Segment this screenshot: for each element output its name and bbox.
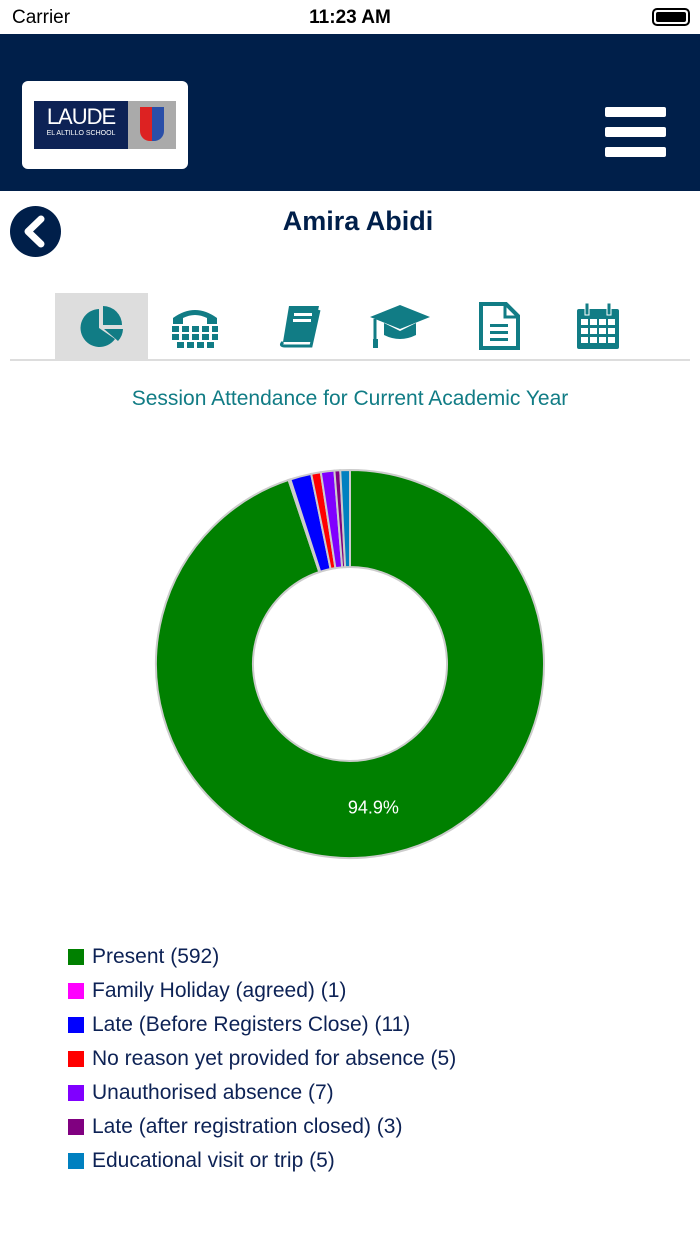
legend-item: Family Holiday (agreed) (1) <box>68 974 456 1008</box>
tab-attendance[interactable] <box>55 293 148 359</box>
donut-slice[interactable] <box>339 468 351 569</box>
legend-label: Educational visit or trip (5) <box>92 1149 335 1172</box>
tab-reports[interactable] <box>452 293 545 359</box>
donut-slice[interactable] <box>155 468 545 859</box>
crest-icon <box>140 107 164 141</box>
school-logo[interactable]: LAUDE EL ALTILLO SCHOOL <box>22 81 188 169</box>
hamburger-menu-button[interactable] <box>605 107 666 167</box>
legend-swatch <box>68 1153 84 1169</box>
legend-swatch <box>68 983 84 999</box>
chart-legend: Present (592) Family Holiday (agreed) (1)… <box>68 940 456 1178</box>
legend-item: Late (after registration closed) (3) <box>68 1110 456 1144</box>
phone-icon <box>171 310 218 348</box>
legend-swatch <box>68 949 84 965</box>
legend-label: No reason yet provided for absence (5) <box>92 1047 457 1070</box>
tab-contacts[interactable] <box>148 293 241 359</box>
legend-swatch <box>68 1017 84 1033</box>
logo-text: LAUDE <box>46 104 116 129</box>
legend-label: Present (592) <box>92 945 220 968</box>
chevron-left-icon <box>24 215 45 248</box>
clock: 11:23 AM <box>309 7 391 28</box>
legend-swatch <box>68 1051 84 1067</box>
tab-calendar[interactable] <box>551 293 644 359</box>
carrier-label: Carrier <box>12 7 71 28</box>
graduation-cap-icon <box>369 305 430 348</box>
status-bar: Carrier 11:23 AM <box>0 0 700 34</box>
legend-label: Unauthorised absence (7) <box>92 1081 334 1104</box>
student-name: Amira Abidi <box>282 206 434 236</box>
attendance-donut-chart: 94.9% <box>155 468 545 859</box>
book-icon <box>279 306 320 348</box>
calendar-icon <box>576 302 619 349</box>
legend-item: Educational visit or trip (5) <box>68 1144 456 1178</box>
app-header: LAUDE EL ALTILLO SCHOOL <box>0 34 700 191</box>
tab-bar <box>10 293 690 361</box>
slice-label: 94.9% <box>348 798 399 818</box>
legend-item: No reason yet provided for absence (5) <box>68 1042 456 1076</box>
legend-label: Late (Before Registers Close) (11) <box>92 1013 411 1036</box>
document-icon <box>478 302 520 350</box>
legend-item: Unauthorised absence (7) <box>68 1076 456 1110</box>
tab-homework[interactable] <box>253 293 346 359</box>
legend-item: Late (Before Registers Close) (11) <box>68 1008 456 1042</box>
pie-chart-icon <box>80 306 123 347</box>
legend-swatch <box>68 1085 84 1101</box>
legend-label: Family Holiday (agreed) (1) <box>92 979 347 1002</box>
tab-grades[interactable] <box>353 293 446 359</box>
legend-item: Present (592) <box>68 940 456 974</box>
battery-icon <box>652 8 690 26</box>
legend-swatch <box>68 1119 84 1135</box>
back-button[interactable] <box>10 206 61 257</box>
chart-title: Session Attendance for Current Academic … <box>131 387 569 410</box>
logo-subtext: EL ALTILLO SCHOOL <box>46 130 116 137</box>
legend-label: Late (after registration closed) (3) <box>92 1115 403 1138</box>
